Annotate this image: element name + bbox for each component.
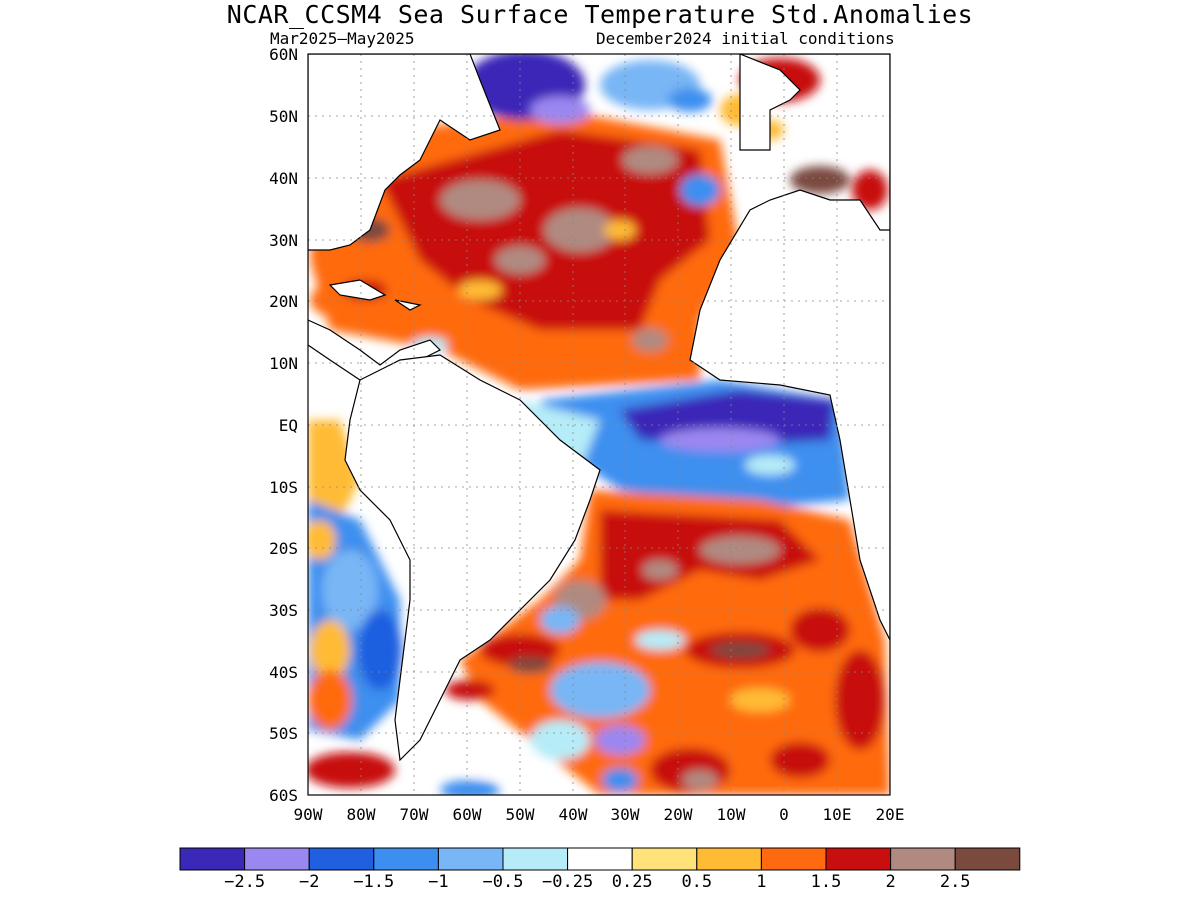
colorbar-label: −0.5	[483, 872, 524, 892]
colorbar-swatch	[631, 847, 698, 871]
anomaly-field	[308, 54, 890, 795]
colorbar-label: −0.25	[542, 872, 593, 892]
longitude-axis: 90W 80W 70W 60W 50W 40W 30W 20W 10W 0 10…	[294, 805, 905, 824]
colorbar-label: 2.5	[940, 872, 971, 892]
map-title: NCAR_CCSM4 Sea Surface Temperature Std.A…	[226, 0, 974, 29]
colorbar-swatch	[502, 847, 569, 871]
lat-tick: 50S	[269, 724, 298, 743]
forecast-period: Mar2025–May2025	[270, 29, 415, 48]
colorbar-swatch	[308, 847, 375, 871]
colorbar-label: 2	[885, 872, 895, 892]
lon-tick: 10W	[717, 805, 746, 824]
latitude-axis: 60N 50N 40N 30N 20N 10N EQ 10S 20S 30S 4…	[269, 45, 298, 805]
lat-tick: 40N	[269, 169, 298, 188]
lat-tick: 40S	[269, 663, 298, 682]
colorbar-swatch	[954, 847, 1021, 871]
lon-tick: 90W	[294, 805, 323, 824]
colorbar-label: 1.5	[811, 872, 842, 892]
lat-tick: 10N	[269, 354, 298, 373]
lon-tick: 0	[779, 805, 789, 824]
lat-tick: 60S	[269, 786, 298, 805]
lon-tick: 70W	[400, 805, 429, 824]
colorbar-label: −2.5	[224, 872, 265, 892]
colorbar-label: −1.5	[353, 872, 394, 892]
colorbar-swatch	[437, 847, 504, 871]
lon-tick: 80W	[347, 805, 376, 824]
lon-tick: 40W	[559, 805, 588, 824]
colorbar-swatch	[244, 847, 310, 871]
lat-tick: 30N	[269, 231, 298, 250]
colorbar-swatch	[890, 847, 956, 871]
colorbar-label: −1	[428, 872, 448, 892]
initial-conditions-label: December2024 initial conditions	[596, 29, 895, 48]
lon-tick: 30W	[611, 805, 640, 824]
colorbar-legend: −2.5 −2 −1.5 −1 −0.5 −0.25 0.25 0.5 1 1.5 2 2.5	[179, 847, 1021, 892]
lat-tick: 10S	[269, 478, 298, 497]
colorbar-label: 0.5	[681, 872, 712, 892]
lon-tick: 20E	[876, 805, 905, 824]
colorbar-swatch	[373, 847, 439, 871]
gridlines	[308, 54, 890, 795]
lat-tick: 20N	[269, 292, 298, 311]
colorbar-swatch	[760, 847, 827, 871]
land-masses	[308, 54, 890, 762]
lon-tick: 20W	[664, 805, 693, 824]
lon-tick: 10E	[823, 805, 852, 824]
colorbar-swatch	[696, 847, 762, 871]
lat-tick: 30S	[269, 601, 298, 620]
lon-tick: 50W	[506, 805, 535, 824]
plot-frame	[307, 53, 891, 796]
lat-tick: 60N	[269, 45, 298, 64]
lon-tick: 60W	[453, 805, 482, 824]
colorbar-swatch	[825, 847, 892, 871]
colorbar-label: 1	[756, 872, 766, 892]
colorbar-label: −2	[299, 872, 319, 892]
lat-tick: 50N	[269, 107, 298, 126]
colorbar-swatch	[179, 847, 246, 871]
colorbar-label: 0.25	[612, 872, 653, 892]
colorbar-swatch	[567, 847, 633, 871]
lat-tick: 20S	[269, 539, 298, 558]
lat-tick: EQ	[279, 416, 298, 435]
